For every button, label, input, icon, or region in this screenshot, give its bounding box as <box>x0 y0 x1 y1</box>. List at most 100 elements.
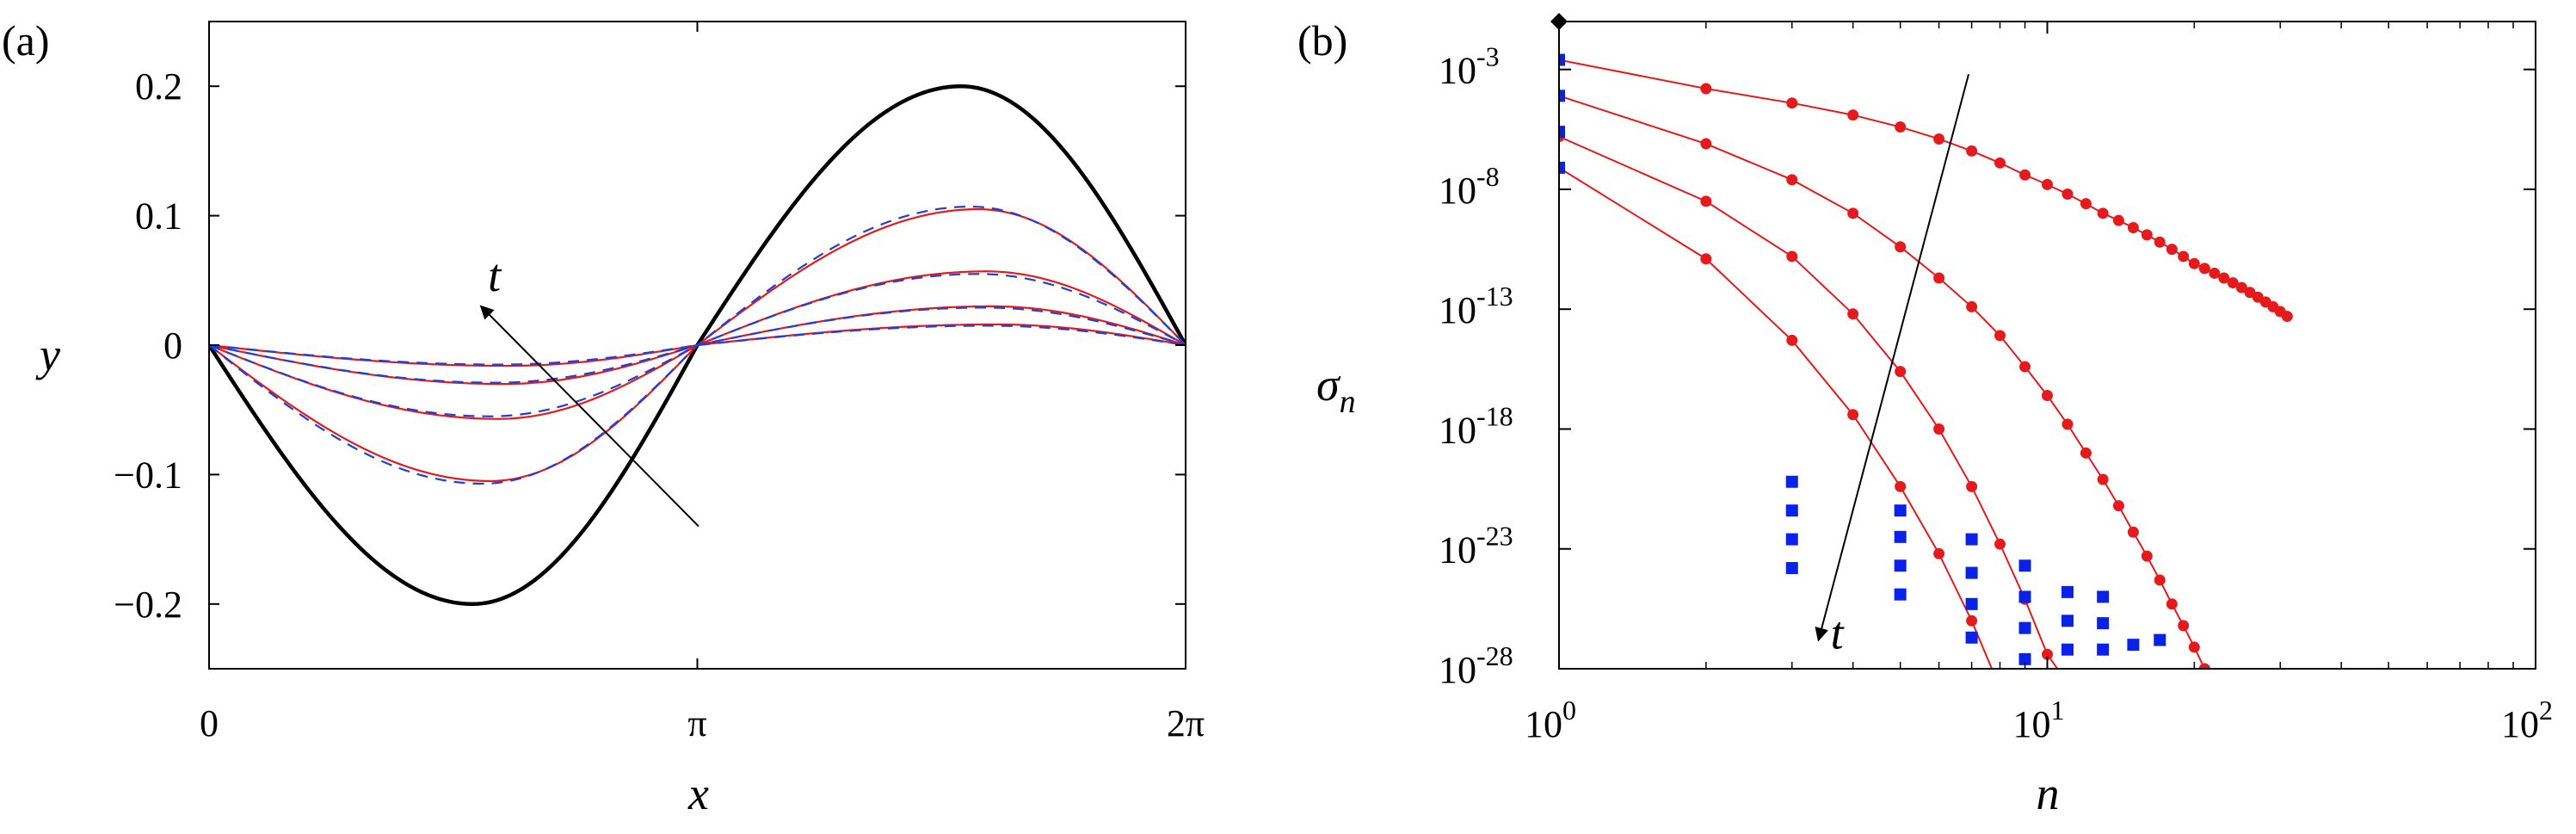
sigma-point-t1 <box>2227 277 2239 289</box>
dashed-curve <box>209 324 1186 366</box>
x-tick-label-b: 101 <box>2013 695 2065 745</box>
sigma-point-t3 <box>2061 677 2073 689</box>
sigma-point-t1 <box>2112 214 2124 226</box>
sigma-point-t2 <box>2097 473 2109 485</box>
y-tick-label-b: 10-23 <box>1439 521 1513 571</box>
sigma-point-t1 <box>2188 257 2200 269</box>
sigma-point-t2 <box>1966 300 1978 312</box>
sigma-point-t1 <box>2141 229 2153 241</box>
blue-square <box>1894 504 1907 517</box>
sigma-point-t1 <box>1895 121 1907 133</box>
sigma-point-t4 <box>1786 334 1798 346</box>
sigma-point-t3 <box>1933 423 1945 435</box>
y-axis-label-b-sub: n <box>1340 384 1356 420</box>
sigma-point-t1 <box>2061 188 2074 201</box>
y-tick-exp-b: -8 <box>1476 161 1500 192</box>
y-axis-label-b: σn <box>1316 359 1356 420</box>
blue-square <box>2018 590 2031 603</box>
sigma-point-t4 <box>1933 547 1945 559</box>
y-tick-base-b: 10 <box>1439 289 1476 331</box>
y-tick-label-b: 10-28 <box>1439 640 1513 691</box>
x-tick-exp-b: 0 <box>1562 695 1576 726</box>
sigma-point-t2 <box>1895 241 1907 253</box>
sigma-point-t1 <box>1847 109 1859 121</box>
sigma-line-t3 <box>1559 135 2059 669</box>
time-annotation-b: t <box>1831 608 1846 659</box>
blue-square <box>1965 631 1978 644</box>
blue-square <box>1894 530 1907 543</box>
x-tick-exp-b: 1 <box>2051 695 2065 726</box>
x-tick-label-a: π <box>687 702 706 744</box>
sigma-point-t3 <box>1895 366 1907 378</box>
sigma-point-t3 <box>2042 648 2053 660</box>
blue-square <box>2061 643 2074 656</box>
y-tick-label-a: 0.2 <box>135 65 182 108</box>
blue-square <box>1965 597 1978 610</box>
x-tick-base-b: 10 <box>2501 703 2539 745</box>
sigma-point-t3 <box>1994 538 2006 550</box>
sigma-point-t2 <box>2178 620 2190 632</box>
sigma-point-t4 <box>1994 683 2006 694</box>
x-tick-label-b: 102 <box>2501 695 2553 745</box>
sigma-point-t2 <box>2166 598 2178 610</box>
sigma-point-t1 <box>2019 169 2031 181</box>
sigma-line-t1 <box>1559 59 2288 318</box>
sigma-point-t1 <box>1933 133 1945 145</box>
chart-b: (b) 100 101 10210-310-810-1310-1810-2310-2… <box>1297 13 2553 819</box>
blue-square <box>1785 504 1798 517</box>
x-tick-base-b: 10 <box>1525 703 1562 745</box>
sigma-point-t4 <box>1700 253 1712 265</box>
sigma-point-t2 <box>2209 685 2220 696</box>
sigma-point-t2 <box>2112 500 2124 512</box>
blue-square <box>1559 126 1565 139</box>
sigma-point-t2 <box>1700 138 1712 150</box>
blue-square <box>1559 90 1565 102</box>
y-tick-base-b: 10 <box>1439 649 1476 691</box>
blue-square <box>1785 533 1798 546</box>
y-tick-label-a: 0.1 <box>135 195 182 238</box>
blue-square <box>2018 652 2031 665</box>
sigma-point-t4 <box>1966 615 1978 627</box>
blue-square <box>2061 585 2074 598</box>
sigma-point-t1 <box>2209 267 2221 279</box>
sigma-point-t3 <box>1786 250 1798 263</box>
blue-square <box>2097 590 2110 603</box>
y-tick-label-b: 10-8 <box>1439 161 1500 212</box>
sigma-point-t1 <box>2042 178 2053 190</box>
blue-square <box>2097 617 2110 630</box>
sigma-point-t1 <box>1786 97 1798 109</box>
sigma-point-t2 <box>1847 207 1859 219</box>
sigma-point-t1 <box>2178 250 2190 263</box>
sigma-point-t2 <box>2080 447 2092 459</box>
x-axis-label-a: x <box>687 768 709 819</box>
sigma-point-t1 <box>2080 198 2092 210</box>
x-tick-label-b: 100 <box>1525 695 1576 745</box>
x-tick-exp-b: 2 <box>2539 695 2553 726</box>
sigma-line-t2 <box>1559 95 2206 669</box>
panel-b-label: (b) <box>1297 16 1347 65</box>
y-tick-label-b: 10-3 <box>1439 41 1500 92</box>
dashed-curve <box>209 306 1186 384</box>
y-tick-label-b: 10-18 <box>1439 400 1513 451</box>
sigma-point-t4 <box>1847 409 1859 421</box>
axes-b-frame <box>1558 21 2536 670</box>
y-tick-exp-b: -3 <box>1476 41 1500 72</box>
y-tick-exp-b: -13 <box>1476 281 1513 312</box>
sigma-point-t2 <box>2042 389 2053 401</box>
sigma-point-t1 <box>2166 244 2178 256</box>
blue-square <box>1965 533 1978 546</box>
y-tick-label-b: 10-13 <box>1439 281 1513 331</box>
y-tick-base-b: 10 <box>1439 529 1476 571</box>
blue-square <box>1894 588 1907 601</box>
sigma-point-t1 <box>2097 207 2109 219</box>
sigma-point-t2 <box>2198 663 2210 669</box>
blue-square <box>2154 633 2166 646</box>
sigma-point-t3 <box>1700 195 1712 207</box>
y-tick-exp-b: -23 <box>1476 521 1513 552</box>
y-tick-exp-b: -28 <box>1476 640 1513 671</box>
y-tick-base-b: 10 <box>1439 170 1476 212</box>
x-tick-base-b: 10 <box>2013 703 2051 745</box>
time-arrow-b <box>1815 74 1970 642</box>
time-arrow-a <box>479 305 699 528</box>
